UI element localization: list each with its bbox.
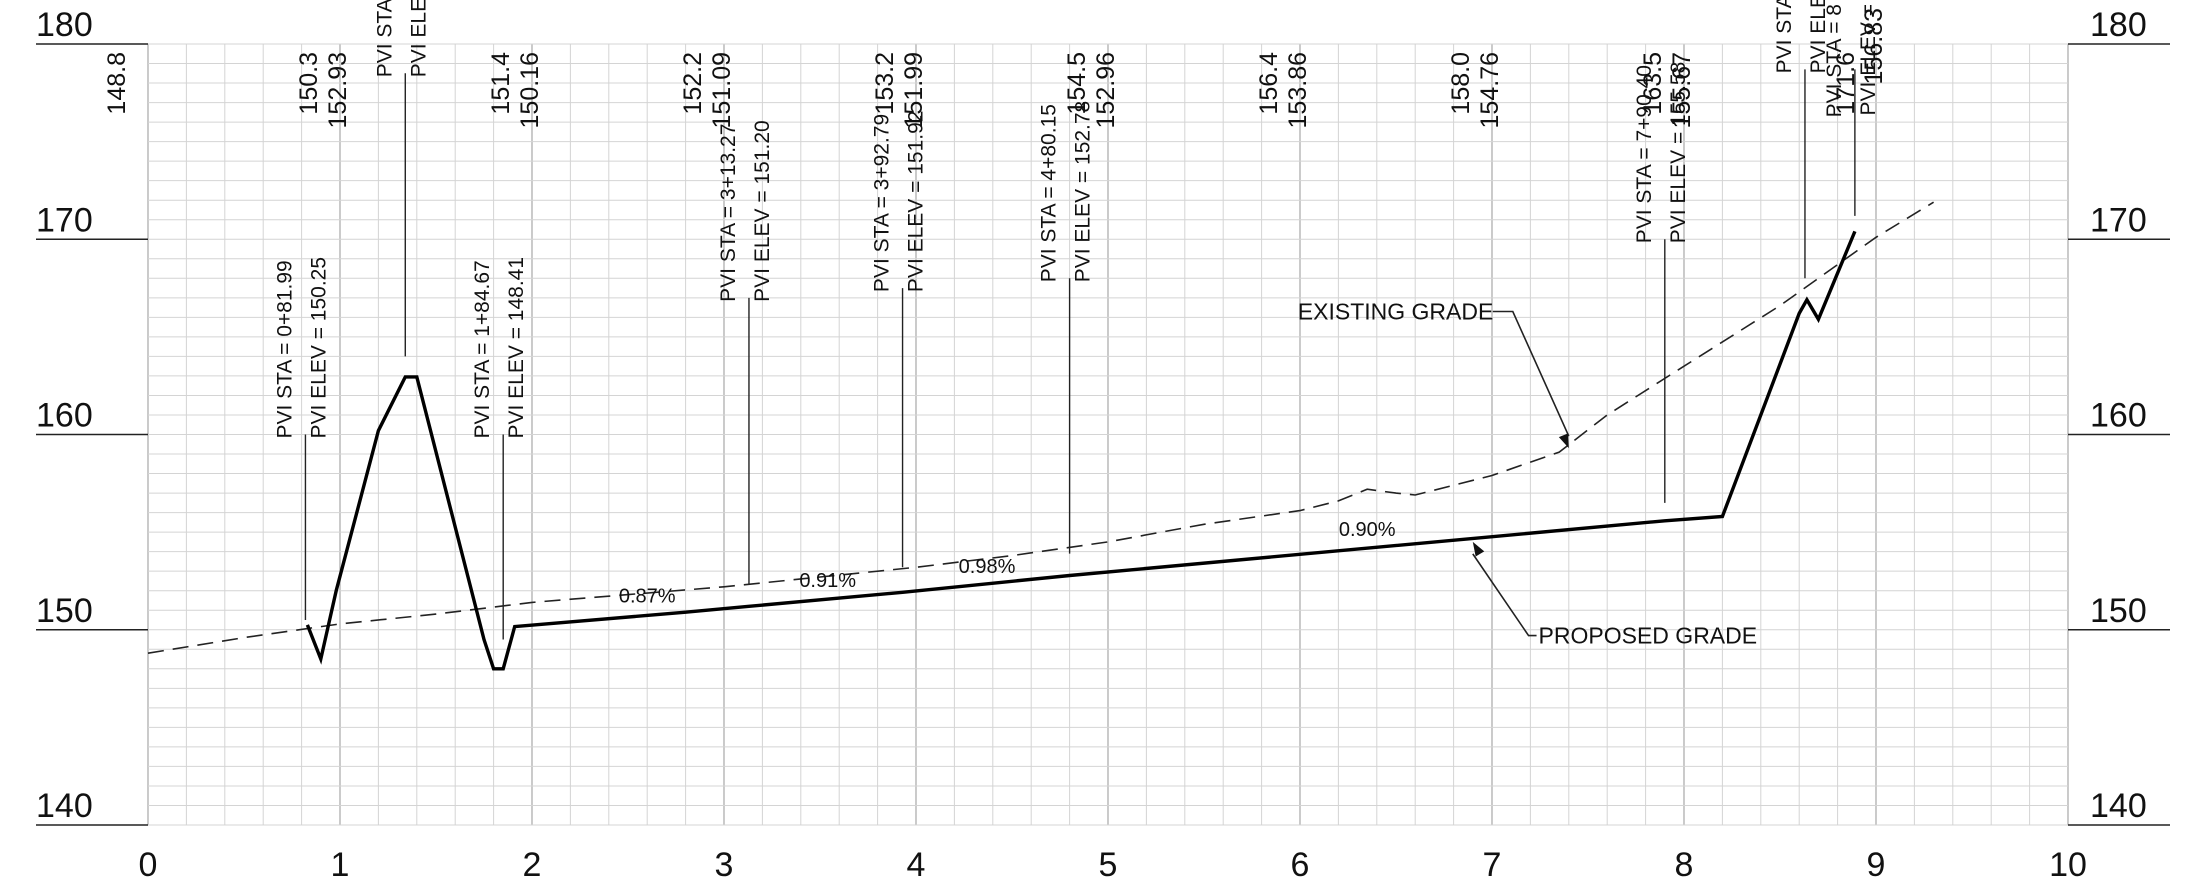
existing-elevation-value: 156.4 <box>1255 52 1283 115</box>
x-tick-label: 5 <box>1099 846 1118 884</box>
existing-grade-line <box>147 201 1935 654</box>
proposed-elevation-value: 155.67 <box>1668 52 1696 128</box>
existing-grade-callout: EXISTING GRADE <box>1298 298 1494 324</box>
existing-elevation-value: 158.0 <box>1447 52 1475 115</box>
callout-arrowhead <box>1472 541 1485 557</box>
callout-labels: EXISTING GRADE PROPOSED GRADE <box>1298 298 1757 648</box>
pvi-elevation-label: PVI ELEV = 166.83 <box>1807 0 1830 73</box>
proposed-grade-callout: PROPOSED GRADE <box>1539 623 1758 649</box>
proposed-elevation-value: 156.83 <box>1860 8 1888 84</box>
x-tick-label: 10 <box>2049 846 2087 884</box>
grade-percent-label: 0.87% <box>619 585 676 607</box>
x-tick-label: 9 <box>1867 846 1886 884</box>
pvi-elevation-label: PVI ELEV = 148.41 <box>505 257 528 439</box>
proposed-elevation-value: 152.96 <box>1092 52 1120 128</box>
top-elevation-values: 148.8 150.3 151.4 152.2 153.2 154.5 156.4 158.0… <box>103 8 1888 128</box>
x-tick-label: 8 <box>1675 846 1694 884</box>
y-tick-label-right: 150 <box>2090 592 2147 630</box>
x-tick-label: 4 <box>907 846 926 884</box>
proposed-elevation-value: 152.93 <box>324 52 352 128</box>
pvi-station-label: PVI STA = 0+81.99 <box>273 260 296 438</box>
existing-elevation-value: 152.2 <box>679 52 707 115</box>
pvi-station-label: PVI STA = 3+92.79 <box>871 114 894 292</box>
y-tick-label-left: 160 <box>36 397 93 435</box>
x-tick-label: 2 <box>523 846 542 884</box>
existing-elevation-value: 151.4 <box>487 52 515 115</box>
proposed-elevation-value: 150.16 <box>516 52 544 128</box>
x-tick-label: 1 <box>331 846 350 884</box>
proposed-elevation-value: 151.99 <box>900 52 928 128</box>
existing-elevation-value: 148.8 <box>103 52 131 115</box>
y-tick-label-right: 170 <box>2090 201 2147 239</box>
pvi-elevation-label: PVI ELEV = <box>1857 4 1880 115</box>
pvi-station-label: PVI STA = 1+34.07 <box>373 0 396 77</box>
y-tick-label-left: 140 <box>36 787 93 825</box>
existing-elevation-value: 154.5 <box>1063 52 1091 115</box>
pvi-elevation-label: PVI ELEV = 152.78 <box>1072 101 1095 283</box>
pvi-station-label: PVI STA = 3+13.27 <box>717 124 740 302</box>
y-tick-label-left: 150 <box>36 592 93 630</box>
pvi-station-label: PVI STA = 8+63.09 <box>1773 0 1796 73</box>
pvi-annotations: PVI STA = 0+81.99 PVI ELEV = 150.25 PVI ST… <box>273 0 1880 640</box>
proposed-grade-line <box>305 230 1857 671</box>
y-tick-label-right: 160 <box>2090 397 2147 435</box>
proposed-elevation-value: 151.09 <box>708 52 736 128</box>
pvi-station-label: PVI STA = 7+90.40 <box>1633 65 1656 243</box>
y-tick-label-left: 170 <box>36 201 93 239</box>
pvi-elevation-label: PVI ELEV = 151.92 <box>905 111 928 293</box>
y-tick-label-right: 140 <box>2090 787 2147 825</box>
pvi-elevation-label: PVI ELEV = 155.58 <box>1667 62 1690 244</box>
existing-elevation-value: 163.5 <box>1639 52 1667 115</box>
grade-percent-labels: 0.87% 0.91% 0.98% 0.90% <box>619 519 1396 607</box>
proposed-grade-leader <box>1472 553 1537 637</box>
pvi-elevation-label: PVI ELEV = 150.25 <box>307 257 330 439</box>
proposed-elevation-value: 154.76 <box>1476 52 1504 128</box>
grade-percent-label: 0.91% <box>799 570 856 592</box>
axes: 0 1 2 3 4 5 6 7 8 9 101401501601701801401501601701… <box>36 6 2170 884</box>
x-tick-label: 7 <box>1483 846 1502 884</box>
pvi-elevation-label: PVI ELEV = 162.95 <box>407 0 430 77</box>
grade-percent-label: 0.98% <box>959 556 1016 578</box>
x-tick-label: 6 <box>1291 846 1310 884</box>
x-tick-label: 3 <box>715 846 734 884</box>
pvi-station-label: PVI STA = 4+80.15 <box>1038 104 1061 282</box>
y-tick-label-right: 180 <box>2090 6 2147 44</box>
y-tick-label-left: 180 <box>36 6 93 44</box>
x-tick-label: 0 <box>139 846 158 884</box>
grid <box>147 43 2069 826</box>
existing-elevation-value: 150.3 <box>295 52 323 115</box>
callout-arrowhead <box>1558 433 1569 449</box>
pvi-station-label: PVI STA = 1+84.67 <box>471 260 494 438</box>
pvi-station-label: PVI STA = 8 <box>1823 4 1846 117</box>
proposed-elevation-value: 153.86 <box>1284 52 1312 128</box>
existing-grade-leader <box>1492 310 1570 437</box>
existing-elevation-value: 153.2 <box>871 52 899 115</box>
grade-percent-label: 0.90% <box>1339 519 1396 541</box>
pvi-elevation-label: PVI ELEV = 151.20 <box>751 120 774 302</box>
